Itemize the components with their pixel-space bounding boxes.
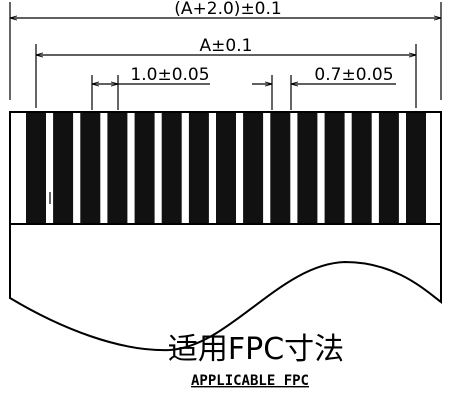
overall-dimension: (A+2.0)±0.1	[9, 0, 442, 100]
contact-pad	[216, 113, 236, 223]
contact-pad	[243, 113, 264, 223]
contact-pad	[161, 113, 182, 223]
contact-pad	[378, 113, 399, 223]
fpc-body	[9, 111, 442, 352]
contact-pad	[324, 113, 345, 223]
pad-span-label: A±0.1	[200, 36, 253, 56]
pitch-label: 1.0±0.05	[130, 65, 209, 85]
contact-pad	[26, 113, 46, 223]
contact-pad	[270, 113, 291, 223]
contact-pad	[80, 113, 101, 223]
contact-pad	[188, 113, 209, 223]
contact-pads	[26, 113, 426, 223]
contact-pad	[297, 113, 318, 223]
pitch-dimension: 1.0±0.05	[91, 65, 210, 110]
overall-dimension-label: (A+2.0)±0.1	[174, 0, 281, 19]
contact-pad	[351, 113, 372, 223]
pad-span-dimension: A±0.1	[35, 36, 417, 108]
title-english: APPLICABLE FPC	[191, 373, 309, 389]
contact-pad	[134, 113, 155, 223]
contact-pad	[107, 113, 128, 223]
pad-width-label: 0.7±0.05	[314, 65, 393, 85]
contact-pad	[53, 113, 74, 223]
contact-pad	[406, 113, 426, 223]
pad-width-dimension: 0.7±0.05	[252, 65, 396, 110]
title-chinese: 适用FPC寸法	[168, 332, 344, 367]
